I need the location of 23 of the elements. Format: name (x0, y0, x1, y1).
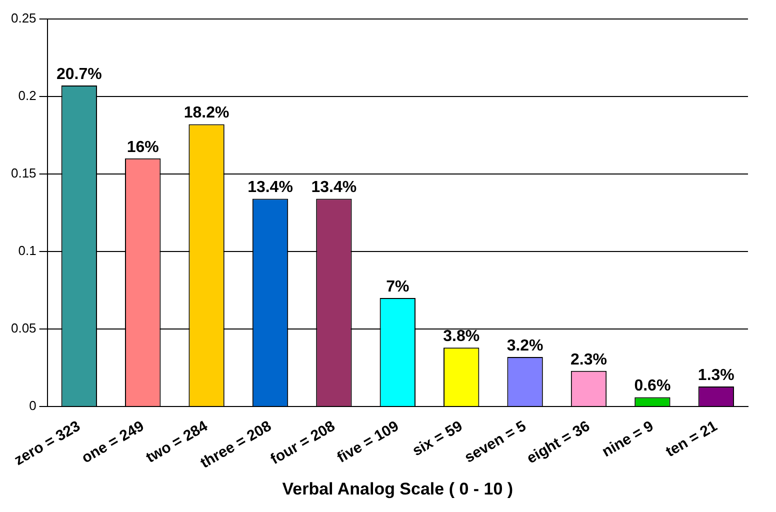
data-label: 7% (386, 278, 410, 296)
y-tick-label: 0.25 (10, 10, 36, 26)
y-tick-label: 0.1 (18, 243, 36, 258)
data-label: 20.7% (56, 66, 102, 83)
x-axis-title: Verbal Analog Scale ( 0 - 10 ) (282, 479, 514, 498)
data-label: 2.3% (570, 351, 607, 368)
data-label: 1.3% (698, 366, 734, 384)
y-tick-label: 0.05 (10, 320, 36, 336)
data-label: 13.4% (248, 179, 293, 196)
data-label: 3.2% (506, 337, 544, 354)
y-tick-label: 0.15 (10, 166, 36, 180)
x-tick-label: ten = 21 (662, 418, 720, 461)
data-label: 3.8% (443, 328, 480, 346)
x-tick-label: nine = 9 (599, 418, 657, 461)
data-label: 0.6% (634, 378, 671, 395)
y-tick-label: 0.2 (18, 88, 36, 103)
x-tick-label: six = 59 (410, 418, 466, 460)
data-label: 13.4% (311, 179, 357, 196)
x-tick-label: five = 109 (334, 418, 402, 466)
y-tick-label: 0 (29, 398, 36, 414)
data-label: 18.2% (184, 104, 230, 122)
x-tick-label: eight = 36 (524, 418, 593, 468)
data-label: 16% (126, 138, 159, 156)
